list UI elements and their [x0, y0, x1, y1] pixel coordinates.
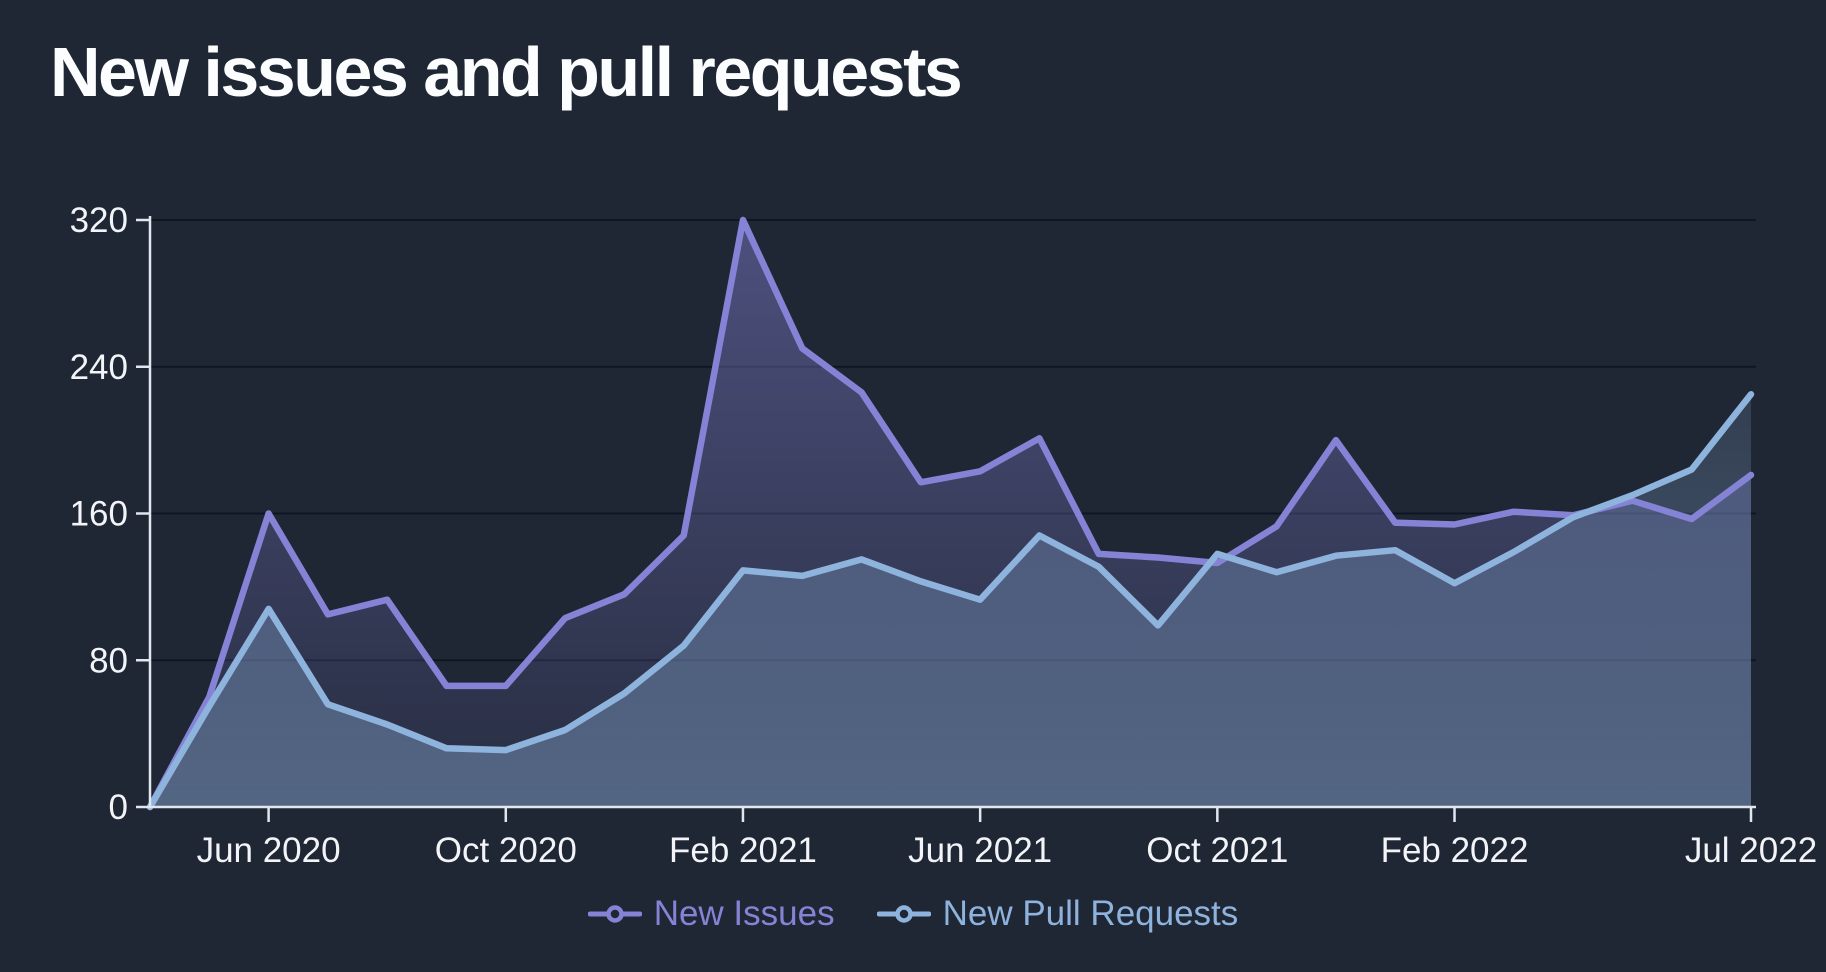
pull-requests-area — [150, 394, 1751, 807]
x-tick-label: Jun 2020 — [197, 831, 341, 870]
x-tick-label: Jul 2022 — [1685, 831, 1817, 870]
line-dot-marker-icon — [876, 905, 931, 923]
x-tick-label: Jun 2021 — [908, 831, 1052, 870]
legend-item-new-pull-requests[interactable]: New Pull Requests — [876, 894, 1239, 934]
x-tick-label: Feb 2022 — [1381, 831, 1529, 870]
y-tick-label: 0 — [109, 788, 128, 827]
x-tick-label: Oct 2021 — [1146, 831, 1288, 870]
y-tick-label: 240 — [70, 348, 128, 387]
page-title: New issues and pull requests — [50, 33, 963, 111]
legend: New Issues New Pull Requests — [0, 894, 1826, 934]
y-tick-label: 160 — [70, 495, 128, 534]
legend-label-new-pull-requests: New Pull Requests — [942, 894, 1239, 933]
y-tick-label: 320 — [70, 201, 128, 240]
legend-label-new-issues: New Issues — [653, 894, 835, 933]
line-dot-marker-icon — [587, 905, 642, 923]
x-tick-label: Feb 2021 — [669, 831, 817, 870]
x-tick-label: Oct 2020 — [435, 831, 577, 870]
legend-item-new-issues[interactable]: New Issues — [587, 894, 835, 934]
issues-line — [146, 216, 1755, 811]
pull-requests-line — [146, 391, 1755, 811]
y-tick-label: 80 — [89, 641, 128, 680]
